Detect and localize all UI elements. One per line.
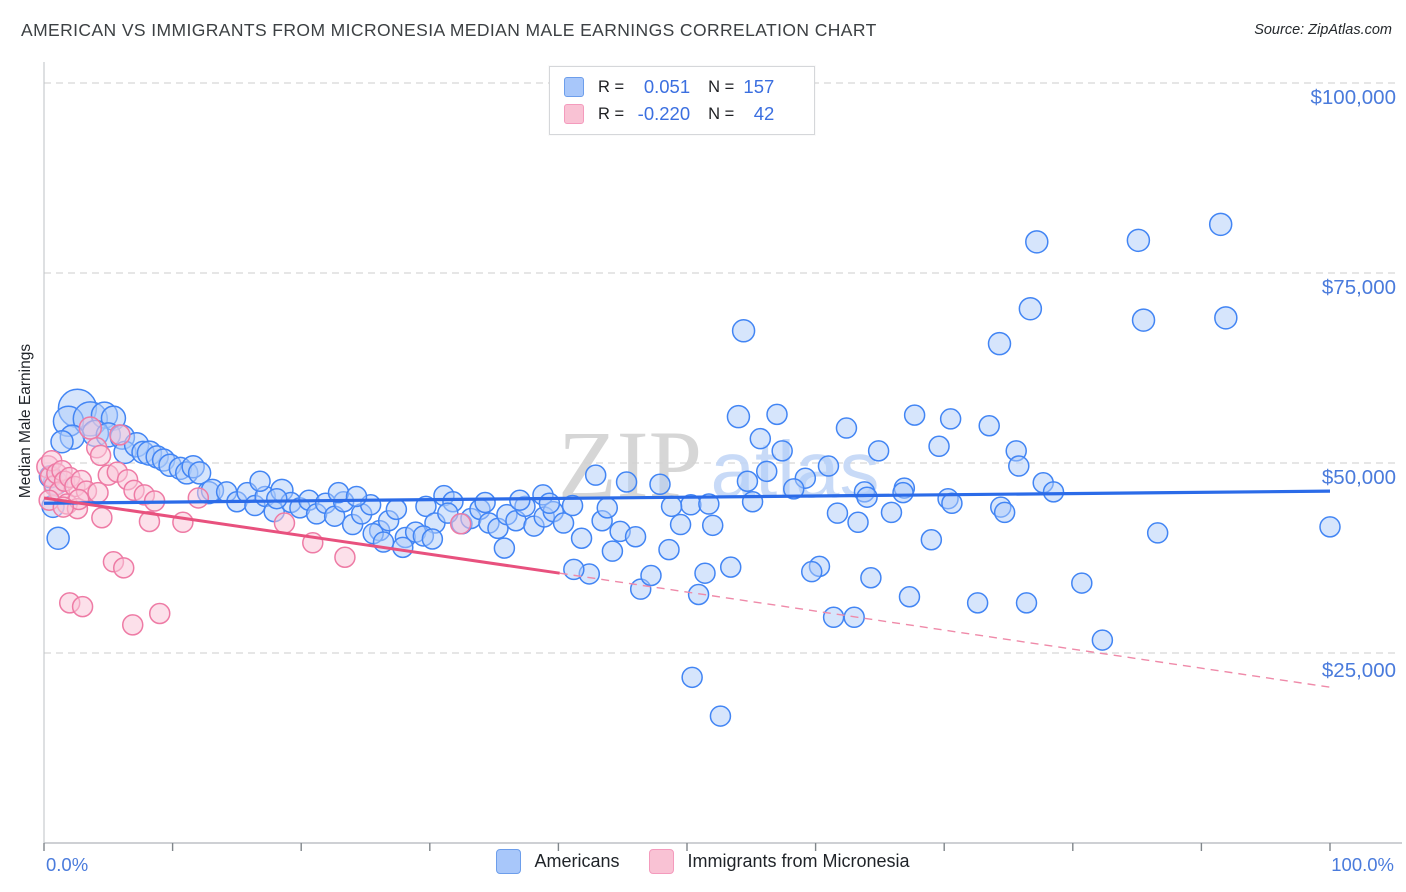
n-value-americans: 157: [743, 76, 775, 97]
r-label: R =: [598, 77, 625, 96]
watermark-atlas: atlas: [710, 425, 879, 514]
x-axis-tick-marks: [43, 843, 1331, 851]
series-legend-americans: Americans: [496, 849, 619, 874]
y-axis-tick-labels: $100,000 $75,000 $50,000 $25,000: [1310, 86, 1396, 682]
n-label: N =: [708, 104, 735, 123]
x-axis-label-right: 100.0%: [1331, 854, 1394, 875]
y-tick-50000: $50,000: [1322, 466, 1396, 489]
n-label: N =: [708, 77, 735, 96]
chart-title: AMERICAN VS IMMIGRANTS FROM MICRONESIA M…: [21, 20, 877, 40]
micronesia-points[interactable]: [36, 416, 472, 636]
r-value-micronesia: -0.220: [637, 103, 691, 124]
source-credit: Source: ZipAtlas.com: [1254, 22, 1392, 38]
micronesia-swatch: [649, 849, 675, 874]
correlation-legend-box: R = 0.051 N = 157 R = -0.220 N = 42: [549, 66, 815, 135]
series-label: Immigrants from Micronesia: [687, 851, 910, 871]
y-tick-75000: $75,000: [1322, 276, 1396, 299]
legend-row-micronesia: R = -0.220 N = 42: [564, 102, 802, 126]
x-axis-label-left: 0.0%: [46, 854, 88, 875]
y-tick-25000: $25,000: [1322, 659, 1396, 682]
y-axis-title: Median Male Earnings: [17, 344, 34, 498]
n-value-micronesia: 42: [753, 103, 775, 124]
americans-swatch: [564, 77, 584, 97]
series-legend: Americans Immigrants from Micronesia: [0, 849, 1406, 874]
americans-swatch: [496, 849, 522, 874]
series-legend-micronesia: Immigrants from Micronesia: [649, 849, 910, 874]
r-label: R =: [598, 104, 625, 123]
y-tick-100000: $100,000: [1310, 86, 1396, 109]
trend-lines: [43, 489, 1331, 688]
micronesia-swatch: [564, 104, 584, 124]
r-value-americans: 0.051: [643, 76, 691, 97]
legend-row-americans: R = 0.051 N = 157: [564, 75, 802, 99]
series-label: Americans: [534, 851, 620, 871]
